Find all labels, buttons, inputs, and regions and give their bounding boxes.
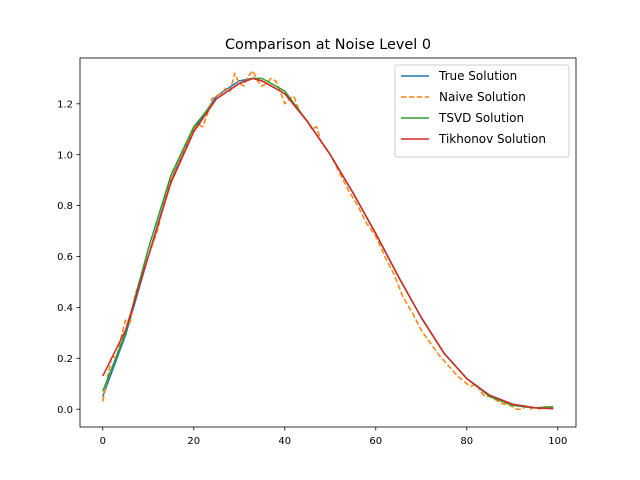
legend: True Solution Naive Solution TSVD Solution… (394, 64, 570, 158)
x-tick-label: 20 (187, 436, 200, 447)
axes-frame (79, 57, 577, 428)
y-tick-label: 1.2 (57, 99, 73, 110)
legend-label-4: Tikhonov Solution (438, 132, 546, 146)
x-tick-label: 60 (369, 436, 382, 447)
plot-area (102, 69, 554, 410)
legend-box (394, 64, 570, 158)
y-tick-label: 0.4 (57, 303, 73, 314)
legend-label-3: TSVD Solution (438, 111, 524, 125)
axes: 0 20 40 60 80 100 0.0 0.2 0.4 0.6 0.8 1.0 1.2 (57, 57, 577, 447)
x-tick-label: 80 (460, 436, 473, 447)
y-tick-label: 0.2 (57, 354, 73, 365)
x-tick-label: 0 (100, 436, 106, 447)
x-tick-label: 40 (278, 436, 291, 447)
y-tick-label: 0.0 (57, 405, 73, 416)
x-tick-label: 100 (548, 436, 567, 447)
y-tick-label: 1.0 (57, 150, 73, 161)
legend-label-2: Naive Solution (439, 90, 526, 104)
y-tick-label: 0.8 (57, 201, 73, 212)
chart-title: Comparison at Noise Level 0 (225, 37, 431, 53)
y-tick-label: 0.6 (57, 252, 73, 263)
series-line-4 (102, 77, 554, 410)
legend-label-1: True Solution (438, 69, 517, 83)
